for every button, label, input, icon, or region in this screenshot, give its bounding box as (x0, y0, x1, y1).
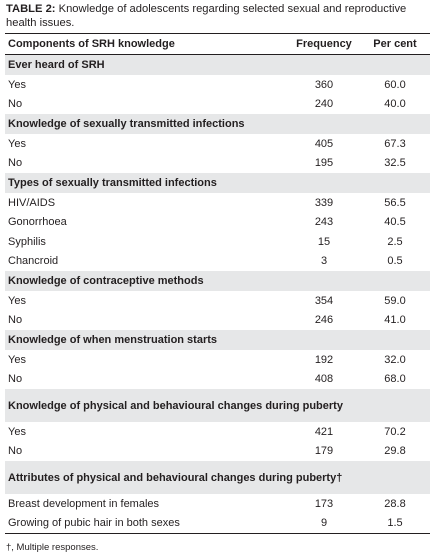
section-header-row: Knowledge of contraceptive methods (5, 271, 430, 291)
table-title: Knowledge of adolescents regarding selec… (6, 3, 407, 29)
percent-cell: 32.5 (360, 153, 430, 173)
table-row: No 408 68.0 (5, 369, 430, 389)
percent-cell: 56.5 (360, 193, 430, 213)
section-header-row: Types of sexually transmitted infections (5, 173, 430, 193)
percent-cell: 68.0 (360, 369, 430, 389)
percent-cell: 41.0 (360, 310, 430, 330)
table-row: No 240 40.0 (5, 94, 430, 114)
table-row: Gonorrhoea 243 40.5 (5, 212, 430, 232)
table-row: Breast development in females 173 28.8 (5, 494, 430, 514)
header-row: Components of SRH knowledge Frequency Pe… (5, 33, 430, 55)
table-row: HIV/AIDS 339 56.5 (5, 193, 430, 213)
table-row: Yes 354 59.0 (5, 291, 430, 311)
footnote: †, Multiple responses. (6, 542, 99, 553)
table-label: TABLE 2: (6, 3, 56, 15)
table-row: Syphilis 15 2.5 (5, 232, 430, 252)
table-row: Growing of pubic hair in both sexes 9 1.5 (5, 513, 430, 534)
row-label: Yes (5, 75, 288, 95)
frequency-cell: 354 (288, 291, 360, 311)
row-label: Growing of pubic hair in both sexes (5, 513, 288, 534)
column-header-percent: Per cent (360, 33, 430, 55)
frequency-cell: 421 (288, 422, 360, 442)
percent-cell: 70.2 (360, 422, 430, 442)
table-body: Ever heard of SRH Yes 360 60.0 No 240 40.0 Know… (5, 54, 430, 534)
column-header-component: Components of SRH knowledge (5, 33, 288, 55)
frequency-cell: 192 (288, 350, 360, 370)
row-label: Breast development in females (5, 494, 288, 514)
percent-cell: 2.5 (360, 232, 430, 252)
frequency-cell: 240 (288, 94, 360, 114)
percent-cell: 40.0 (360, 94, 430, 114)
row-label: No (5, 94, 288, 114)
percent-cell: 67.3 (360, 134, 430, 154)
frequency-cell: 195 (288, 153, 360, 173)
row-label: Yes (5, 291, 288, 311)
frequency-cell: 408 (288, 369, 360, 389)
frequency-cell: 3 (288, 251, 360, 271)
column-header-frequency: Frequency (288, 33, 360, 55)
table-row: Yes 421 70.2 (5, 422, 430, 442)
percent-cell: 60.0 (360, 75, 430, 95)
section-title: Knowledge of physical and behavioural ch… (5, 389, 430, 422)
section-title: Knowledge of contraceptive methods (5, 271, 430, 291)
frequency-cell: 9 (288, 513, 360, 534)
row-label: Yes (5, 422, 288, 442)
section-title: Knowledge of sexually transmitted infect… (5, 114, 430, 134)
table-row: No 246 41.0 (5, 310, 430, 330)
frequency-cell: 173 (288, 494, 360, 514)
row-label: No (5, 369, 288, 389)
section-header-row: Knowledge of when menstruation starts (5, 330, 430, 350)
section-title: Types of sexually transmitted infections (5, 173, 430, 193)
data-table: Components of SRH knowledge Frequency Pe… (5, 33, 430, 534)
row-label: Syphilis (5, 232, 288, 252)
table-row: Yes 405 67.3 (5, 134, 430, 154)
section-header-row: Attributes of physical and behavioural c… (5, 461, 430, 494)
row-label: Yes (5, 134, 288, 154)
percent-cell: 28.8 (360, 494, 430, 514)
row-label: Yes (5, 350, 288, 370)
frequency-cell: 339 (288, 193, 360, 213)
percent-cell: 59.0 (360, 291, 430, 311)
section-title: Attributes of physical and behavioural c… (5, 461, 430, 494)
row-label: Gonorrhoea (5, 212, 288, 232)
frequency-cell: 15 (288, 232, 360, 252)
section-title: Ever heard of SRH (5, 54, 430, 75)
frequency-cell: 246 (288, 310, 360, 330)
row-label: HIV/AIDS (5, 193, 288, 213)
row-label: No (5, 153, 288, 173)
frequency-cell: 405 (288, 134, 360, 154)
row-label: No (5, 310, 288, 330)
percent-cell: 1.5 (360, 513, 430, 534)
row-label: No (5, 441, 288, 461)
table-row: Chancroid 3 0.5 (5, 251, 430, 271)
table-row: Yes 192 32.0 (5, 350, 430, 370)
percent-cell: 32.0 (360, 350, 430, 370)
section-header-row: Knowledge of physical and behavioural ch… (5, 389, 430, 422)
table-caption: TABLE 2: Knowledge of adolescents regard… (6, 3, 430, 30)
table-row: No 195 32.5 (5, 153, 430, 173)
table-row: No 179 29.8 (5, 441, 430, 461)
frequency-cell: 360 (288, 75, 360, 95)
percent-cell: 40.5 (360, 212, 430, 232)
percent-cell: 0.5 (360, 251, 430, 271)
section-header-row: Ever heard of SRH (5, 54, 430, 75)
section-header-row: Knowledge of sexually transmitted infect… (5, 114, 430, 134)
frequency-cell: 243 (288, 212, 360, 232)
frequency-cell: 179 (288, 441, 360, 461)
table-row: Yes 360 60.0 (5, 75, 430, 95)
percent-cell: 29.8 (360, 441, 430, 461)
section-title: Knowledge of when menstruation starts (5, 330, 430, 350)
row-label: Chancroid (5, 251, 288, 271)
